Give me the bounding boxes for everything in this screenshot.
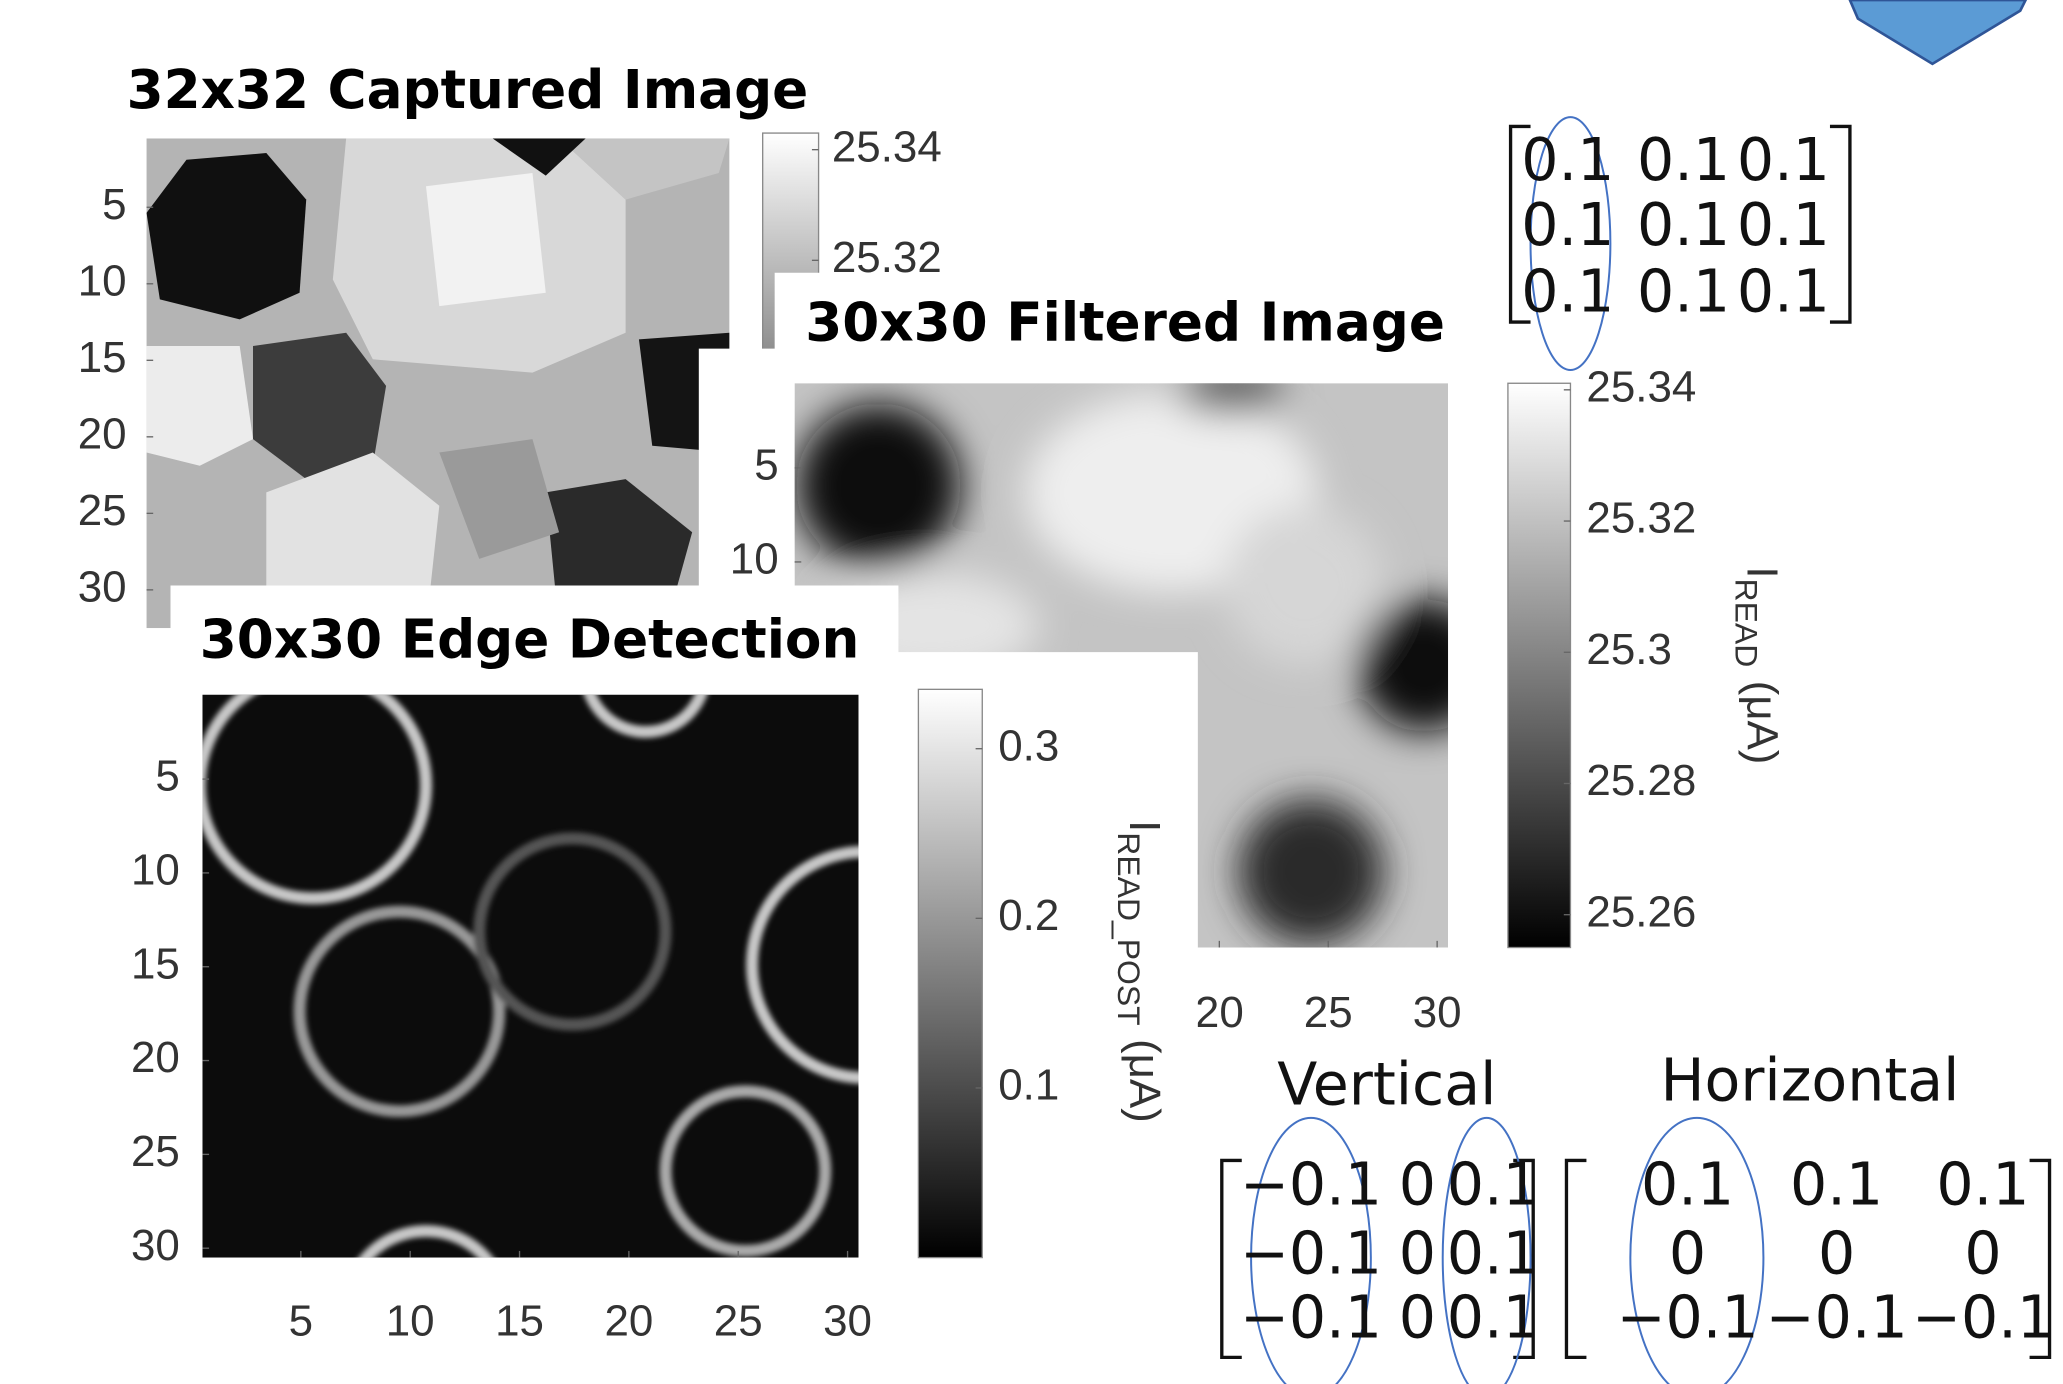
kernel-entry: 0 <box>1399 1284 1436 1352</box>
page: 32x32 Captured Image 5 10 15 20 25 30 25.34 25.… <box>0 0 2063 1384</box>
colorbar-tick-label: 25.28 <box>1586 756 1696 805</box>
symbol: I <box>1738 566 1787 578</box>
kernel-entry: 0 <box>1818 1220 1855 1288</box>
edge-panel: 30x30 Edge Detection 5 10 15 20 25 30 5 10 15 20 2… <box>131 586 1198 1384</box>
y-tick-label: 15 <box>78 333 127 382</box>
figure: 32x32 Captured Image 5 10 15 20 25 30 25.34 25.… <box>0 0 2063 1384</box>
colorbar <box>918 689 982 1257</box>
x-tick-label: 20 <box>604 1297 653 1346</box>
colorbar-tick-label: 0.3 <box>998 721 1059 770</box>
y-tick-label: 25 <box>78 486 127 535</box>
x-tick-label: 5 <box>289 1297 313 1346</box>
y-tick-label: 25 <box>131 1127 180 1176</box>
kernel-entry: 0.1 <box>1521 191 1614 259</box>
kernel-entry: −0.1 <box>1616 1284 1758 1352</box>
kernel-entry: 0 <box>1399 1150 1436 1218</box>
kernel-entry: 0.1 <box>1447 1150 1540 1218</box>
x-tick-label: 25 <box>714 1297 763 1346</box>
colorbar-tick-label: 25.26 <box>1586 887 1696 936</box>
subscript: READ_POST <box>1111 832 1147 1025</box>
y-tick-label: 5 <box>102 180 126 229</box>
x-tick-label: 20 <box>1195 988 1244 1037</box>
x-tick-label: 25 <box>1304 988 1353 1037</box>
kernel-entry: 0.1 <box>1790 1150 1883 1218</box>
x-tick-label: 30 <box>823 1297 872 1346</box>
kernel-entry: 0.1 <box>1637 126 1730 194</box>
kernel-entry: 0.1 <box>1521 258 1614 326</box>
unit: (μA) <box>1120 1039 1169 1123</box>
colorbar-tick-label: 25.34 <box>1586 362 1696 411</box>
x-tick-label: 30 <box>1413 988 1462 1037</box>
captured-image <box>147 138 730 628</box>
kernel-entry: 0.1 <box>1521 126 1614 194</box>
kernel-entry: 0 <box>1669 1220 1706 1288</box>
y-tick-label: 5 <box>754 440 778 489</box>
y-tick-label: 20 <box>131 1033 180 1082</box>
y-tick-label: 15 <box>131 939 180 988</box>
colorbar <box>1508 383 1571 947</box>
y-tick-label: 10 <box>78 256 127 305</box>
y-tick-label: 5 <box>155 752 179 801</box>
kernel-entry: −0.1 <box>1766 1284 1908 1352</box>
y-tick-label: 10 <box>131 846 180 895</box>
kernel-entry: 0.1 <box>1641 1150 1734 1218</box>
x-tick-label: 10 <box>386 1297 435 1346</box>
kernel-entry: 0.1 <box>1637 258 1730 326</box>
kernel-entry: 0.1 <box>1737 191 1830 259</box>
kernel-label: Vertical <box>1277 1051 1496 1119</box>
kernel-entry: 0.1 <box>1936 1150 2029 1218</box>
kernel-entry: 0 <box>1399 1220 1436 1288</box>
kernel-entry: −0.1 <box>1912 1284 2054 1352</box>
kernel-entry: −0.1 <box>1240 1220 1382 1288</box>
panel-title: 32x32 Captured Image <box>127 59 809 121</box>
y-tick-label: 20 <box>78 409 127 458</box>
kernel-entry: −0.1 <box>1240 1284 1382 1352</box>
colorbar-tick-label: 0.2 <box>998 891 1059 940</box>
panel-title: 30x30 Filtered Image <box>805 292 1445 354</box>
colorbar-tick-label: 0.1 <box>998 1061 1059 1110</box>
kernel-entry: 0.1 <box>1447 1220 1540 1288</box>
y-tick-label: 30 <box>131 1221 180 1270</box>
y-tick-label: 30 <box>78 562 127 611</box>
kernel-entry: 0.1 <box>1447 1284 1540 1352</box>
symbol: I <box>1120 820 1169 832</box>
y-tick-label: 10 <box>730 535 779 584</box>
kernel-entry: 0.1 <box>1737 258 1830 326</box>
kernel-label: Horizontal <box>1661 1047 1960 1115</box>
kernel-entry: −0.1 <box>1240 1150 1382 1218</box>
kernel-entry: 0.1 <box>1737 126 1830 194</box>
colorbar-tick-label: 25.34 <box>832 122 942 171</box>
kernel-entry: 0.1 <box>1637 191 1730 259</box>
colorbar-tick-label: 25.32 <box>1586 494 1696 543</box>
panel-title: 30x30 Edge Detection <box>200 608 860 670</box>
subscript: READ <box>1728 579 1764 668</box>
kernel-entry: 0 <box>1964 1220 2001 1288</box>
x-tick-label: 15 <box>495 1297 544 1346</box>
unit: (μA) <box>1738 681 1787 765</box>
colorbar-tick-label: 25.3 <box>1586 625 1671 674</box>
